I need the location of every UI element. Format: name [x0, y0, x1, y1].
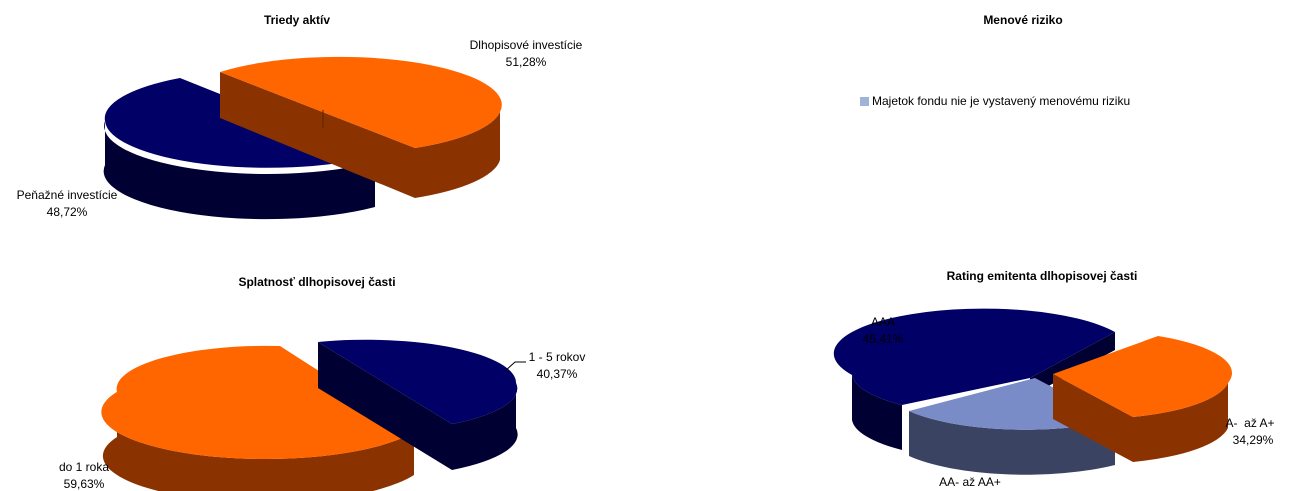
pie-slice-side [1133, 383, 1228, 462]
leader-line [504, 361, 526, 372]
chart-title: Triedy aktív [264, 13, 330, 27]
pie-slice [220, 56, 502, 149]
pie-slice [833, 308, 1115, 405]
pie-slice [1053, 336, 1232, 417]
legend-label: Majetok fondu nie je vystavený menovému … [872, 94, 1131, 108]
chart-title: Rating emitenta dlhopisovej časti [947, 269, 1138, 283]
data-label: do 1 roka [59, 460, 109, 474]
data-label: Peňažné investície [17, 188, 118, 202]
chart-currency-risk: Menové riziko [983, 13, 1062, 27]
data-label: 59,63% [64, 477, 105, 491]
data-label: 34,29% [1233, 433, 1274, 447]
data-label: 48,72% [47, 205, 88, 219]
pie-slice-side [103, 121, 375, 220]
pie-slice-side [318, 342, 452, 470]
pie-slice-side [220, 72, 415, 198]
pie-slice [101, 345, 414, 460]
data-label: Dlhopisové investície [470, 38, 583, 52]
data-label: 1 - 5 rokov [529, 350, 586, 364]
legend: Majetok fondu nie je vystavený menovému … [860, 94, 1130, 108]
data-label: 40,37% [537, 367, 578, 381]
pie-slice-side [415, 112, 500, 198]
pie-slice-side [1030, 332, 1115, 396]
pie-slice-side [909, 411, 1115, 475]
pie-slice-side [101, 392, 414, 491]
chart-asset-classes: Triedy aktív Dlhopisové investície 51,28… [17, 13, 583, 220]
chart-title: Splatnosť dlhopisovej časti [238, 275, 395, 289]
pie-slice-side [1053, 374, 1133, 462]
legend-swatch [860, 96, 869, 106]
chart-rating: Rating emitenta dlhopisovej časti AAA 45… [833, 269, 1275, 489]
data-label: 45,41% [863, 332, 904, 346]
chart-maturity: Splatnosť dlhopisovej časti 1 - 5 rokov … [59, 275, 585, 491]
data-label: AAA [871, 315, 895, 329]
pie-slice [318, 339, 518, 424]
data-label: A- až A+ [1225, 416, 1274, 430]
data-label: AA- až AA+ [939, 475, 1001, 489]
pie-slice-side [452, 383, 518, 470]
data-label: 51,28% [506, 55, 547, 69]
chart-title: Menové riziko [983, 13, 1062, 27]
pie-slice-side [852, 375, 902, 450]
